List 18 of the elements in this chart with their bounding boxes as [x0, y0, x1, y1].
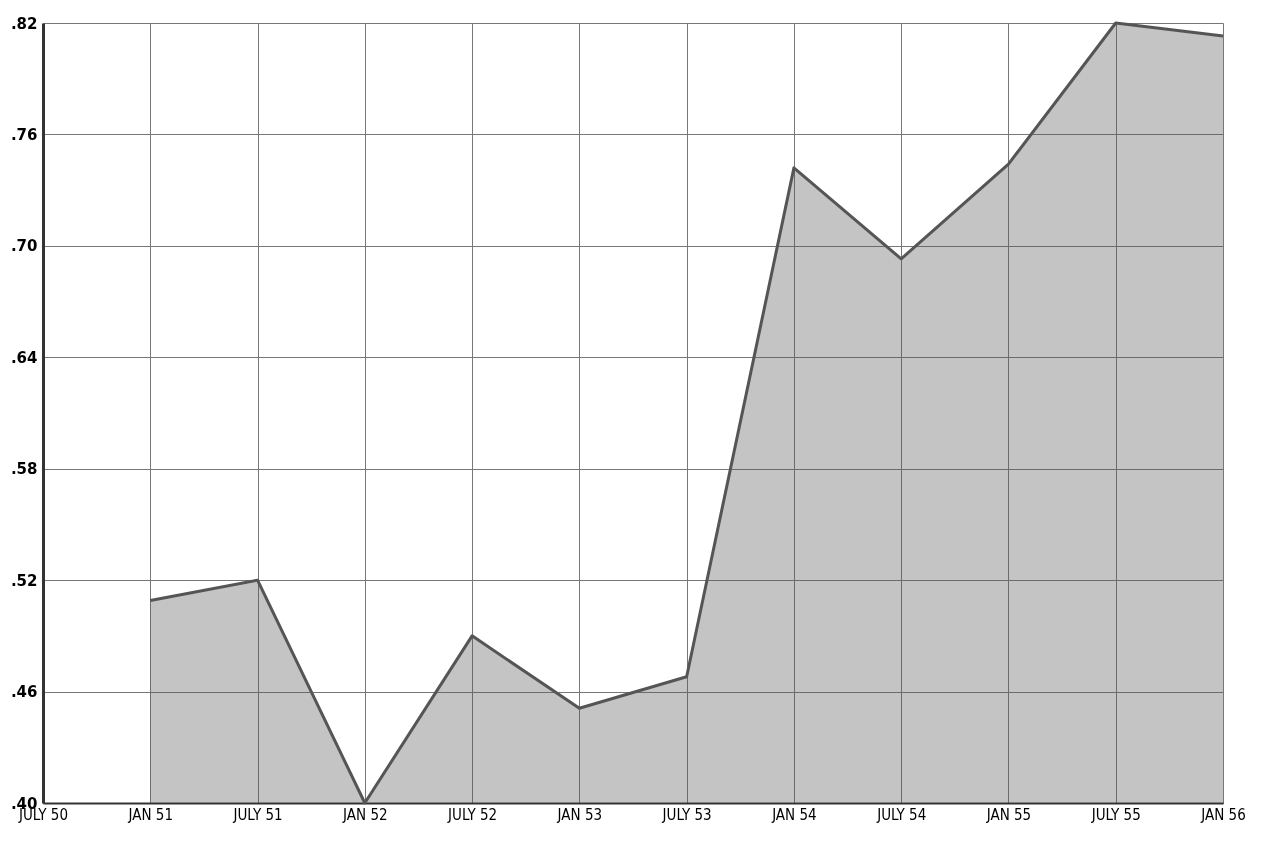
y-tick-label: .64	[10, 348, 38, 367]
x-tick-label: JAN 53	[556, 805, 603, 824]
y-tick-label: .70	[10, 237, 38, 256]
x-tick-label: JAN 56	[1200, 805, 1246, 824]
x-tick-label: JAN 54	[771, 805, 817, 824]
x-tick-label: JULY 55	[1090, 805, 1141, 824]
y-tick-label: .82	[10, 14, 38, 33]
x-tick-label: JULY 54	[876, 805, 927, 824]
x-tick-label: JULY 51	[232, 805, 283, 824]
x-tick-label: JAN 51	[127, 805, 174, 824]
y-tick-label: .76	[10, 125, 38, 144]
x-tick-label: JULY 52	[447, 805, 498, 824]
y-tick-label: .52	[10, 571, 38, 590]
x-tick-label: JAN 52	[342, 805, 388, 824]
y-tick-label: .58	[10, 460, 38, 479]
y-tick-label: .46	[10, 683, 38, 702]
x-tick-label: JAN 55	[985, 805, 1032, 824]
x-tick-label: JULY 53	[661, 805, 712, 824]
